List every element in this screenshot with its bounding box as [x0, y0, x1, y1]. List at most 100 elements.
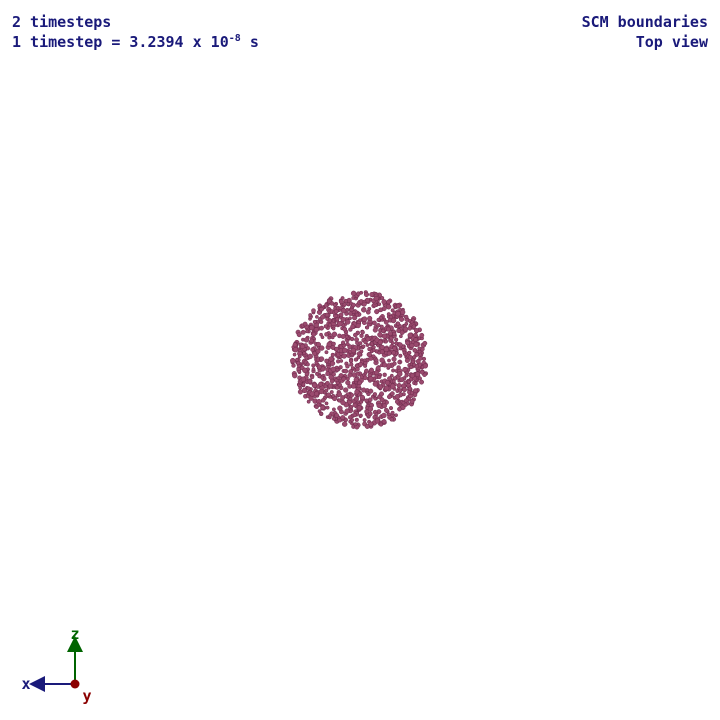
particle [355, 366, 360, 372]
particle [319, 306, 324, 312]
particle [358, 413, 363, 418]
particle [330, 360, 336, 366]
particle [404, 321, 409, 326]
particle [379, 397, 385, 403]
scene-title: SCM boundaries [581, 13, 708, 31]
particle [395, 311, 401, 317]
particle [402, 326, 408, 332]
particle [403, 402, 408, 407]
particle [349, 307, 354, 313]
particle [396, 383, 402, 389]
particle [331, 372, 336, 377]
particle [319, 356, 325, 362]
particle [335, 317, 340, 322]
particle [323, 303, 329, 308]
particle [390, 341, 395, 345]
particle [353, 396, 359, 402]
particle [361, 301, 367, 307]
particle [320, 314, 326, 320]
particle [398, 388, 403, 393]
particle [394, 413, 398, 418]
particle [422, 356, 427, 361]
particle [407, 350, 412, 355]
particle [325, 371, 330, 377]
particle [335, 367, 340, 372]
particle [374, 358, 379, 363]
particle [379, 324, 384, 329]
particle [318, 388, 324, 395]
particle [313, 391, 320, 397]
particle [398, 316, 405, 322]
particle [350, 366, 355, 371]
particle [336, 391, 342, 397]
particle [343, 368, 349, 374]
particle [369, 292, 375, 298]
particle [333, 309, 339, 314]
particle [349, 404, 354, 409]
particle [319, 325, 324, 331]
particle [316, 364, 322, 370]
particle [404, 373, 409, 378]
particle [318, 381, 324, 387]
y-axis-origin-dot [70, 679, 80, 689]
particle [356, 405, 362, 411]
particle [361, 387, 367, 393]
particle [344, 408, 350, 414]
particle [327, 322, 332, 327]
particle [386, 350, 392, 356]
particle [355, 371, 360, 376]
particle [353, 377, 359, 383]
particle [383, 346, 389, 353]
particle [308, 313, 313, 318]
particle [340, 334, 346, 339]
particle [358, 362, 363, 367]
particle [292, 372, 298, 379]
particle [368, 421, 374, 427]
particle [373, 396, 378, 401]
particle [364, 398, 369, 403]
particle [371, 354, 376, 359]
particle [306, 399, 311, 404]
particle [311, 367, 316, 372]
particle [408, 364, 414, 370]
particle [330, 352, 335, 358]
particle [397, 371, 403, 377]
particle [396, 365, 401, 370]
particle [345, 342, 350, 347]
particle [378, 384, 384, 390]
particle [355, 323, 361, 329]
particle [414, 371, 421, 377]
particle [343, 298, 348, 304]
particle-cluster [290, 290, 429, 430]
particle [365, 336, 371, 342]
particle [350, 290, 357, 297]
particle [296, 332, 302, 338]
particle [409, 399, 415, 404]
particle [331, 407, 336, 412]
particle [379, 349, 385, 355]
view-info: SCM boundaries Top view [582, 12, 708, 52]
particle [372, 327, 378, 333]
particle [328, 356, 334, 362]
particle [345, 319, 351, 325]
particle [398, 353, 403, 358]
particle [309, 324, 315, 331]
particle [390, 308, 395, 313]
particle [413, 337, 418, 342]
particle [418, 376, 422, 381]
particle [331, 341, 336, 347]
particle [397, 406, 402, 412]
particle [324, 350, 329, 355]
particle [361, 344, 366, 349]
particle [377, 302, 382, 307]
particle [391, 368, 396, 373]
particle [422, 363, 428, 369]
particle [305, 329, 310, 334]
particle [326, 298, 332, 304]
particle [310, 375, 315, 380]
particle [331, 326, 336, 331]
particle [381, 333, 388, 339]
timestep-exponent: -8 [228, 33, 241, 44]
particle [390, 391, 395, 396]
